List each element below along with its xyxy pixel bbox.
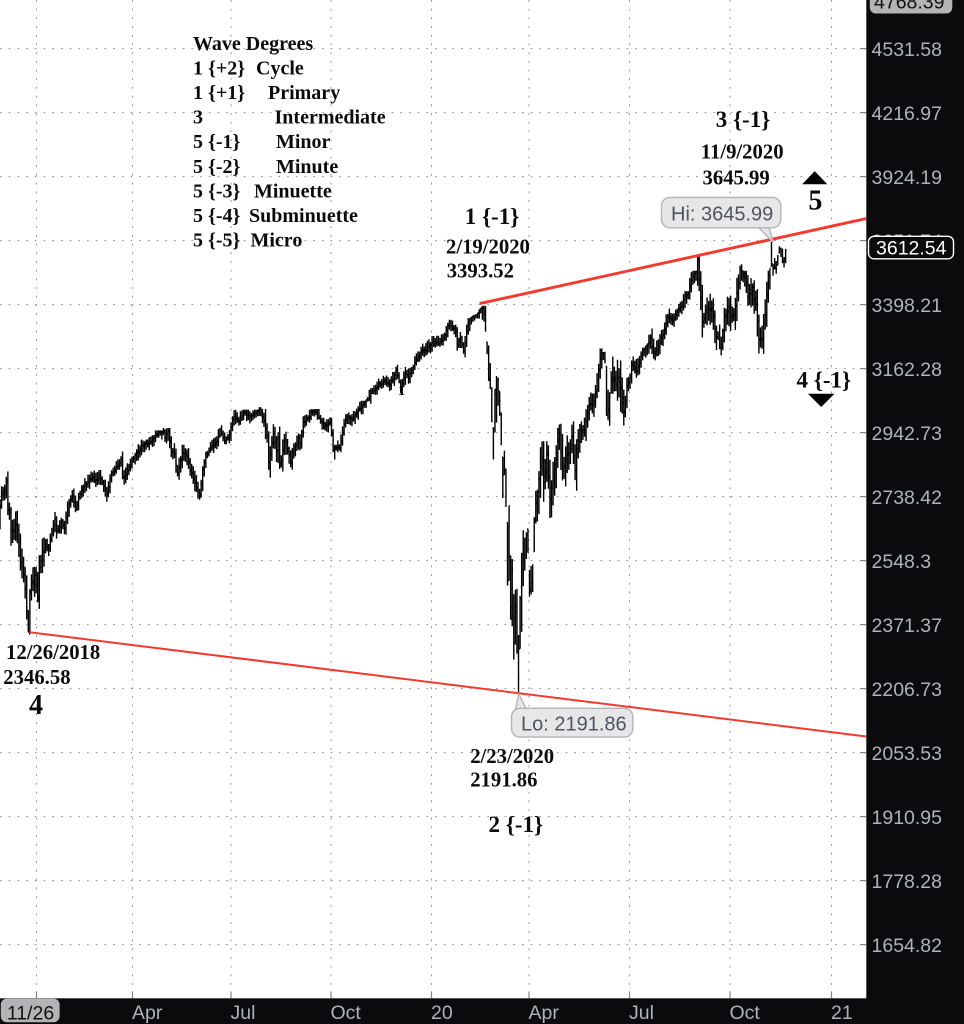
svg-text:4 {-1}: 4 {-1} (797, 368, 852, 393)
svg-text:2738.42: 2738.42 (872, 487, 943, 509)
svg-text:2206.73: 2206.73 (872, 679, 943, 701)
svg-text:Apr: Apr (529, 1002, 560, 1024)
svg-text:2191.86: 2191.86 (470, 769, 537, 791)
svg-text:2/23/2020: 2/23/2020 (470, 746, 554, 768)
svg-text:4: 4 (29, 690, 43, 721)
svg-text:1778.28: 1778.28 (872, 871, 943, 893)
svg-text:Jul: Jul (629, 1002, 654, 1024)
svg-text:1654.82: 1654.82 (872, 935, 943, 957)
svg-text:1 {-1}: 1 {-1} (465, 204, 520, 229)
svg-text:3 {-1}: 3 {-1} (716, 107, 771, 132)
svg-text:3162.28: 3162.28 (872, 359, 943, 381)
svg-text:5 {-4}Subminuette: 5 {-4} Subminuette (193, 205, 358, 227)
svg-text:5: 5 (808, 185, 822, 216)
svg-text:20: 20 (431, 1002, 453, 1024)
svg-text:5 {-5}Micro: 5 {-5} Micro (193, 230, 302, 252)
svg-text:3612.54: 3612.54 (876, 238, 947, 260)
svg-text:Lo: 2191.86: Lo: 2191.86 (521, 714, 627, 736)
svg-text:Hi: 3645.99: Hi: 3645.99 (671, 203, 773, 225)
svg-text:2/19/2020: 2/19/2020 (446, 237, 530, 259)
svg-text:2053.53: 2053.53 (872, 743, 943, 765)
svg-text:3393.52: 3393.52 (447, 261, 514, 283)
svg-text:2548.3: 2548.3 (872, 551, 932, 573)
svg-text:2942.73: 2942.73 (872, 423, 943, 445)
svg-text:3645.99: 3645.99 (703, 168, 770, 190)
svg-text:1910.95: 1910.95 (872, 807, 943, 829)
svg-text:12/26/2018: 12/26/2018 (6, 642, 100, 664)
svg-text:4216.97: 4216.97 (872, 103, 943, 125)
svg-text:1: 1 (398, 383, 405, 398)
svg-text:3924.19: 3924.19 (872, 167, 943, 189)
svg-text:3398.21: 3398.21 (872, 295, 943, 317)
svg-text:5 {-3}Minuette: 5 {-3} Minuette (193, 180, 332, 202)
svg-text:Apr: Apr (132, 1002, 163, 1024)
svg-text:4531.58: 4531.58 (872, 39, 943, 61)
svg-text:11/9/2020: 11/9/2020 (701, 142, 784, 164)
svg-text:2 {-1}: 2 {-1} (489, 812, 544, 837)
svg-text:Wave Degrees: Wave Degrees (193, 33, 313, 55)
svg-text:Oct: Oct (331, 1002, 362, 1024)
svg-text:21: 21 (831, 1002, 853, 1024)
svg-text:11/26: 11/26 (7, 1002, 54, 1024)
svg-text:4768.39: 4768.39 (874, 0, 945, 14)
svg-text:Jul: Jul (231, 1002, 256, 1024)
svg-text:2346.58: 2346.58 (3, 667, 70, 689)
svg-text:Oct: Oct (730, 1002, 761, 1024)
svg-text:2371.37: 2371.37 (872, 615, 943, 637)
